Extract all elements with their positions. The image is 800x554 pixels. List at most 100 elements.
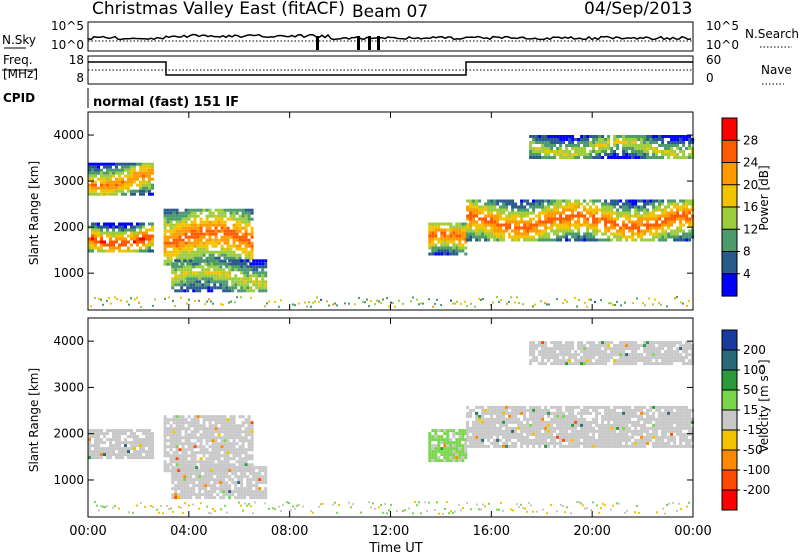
x-tick-label: 04:00	[170, 524, 207, 539]
colorbar-tick-label: -15	[743, 423, 763, 437]
date-label: 04/Sep/2013	[584, 0, 692, 19]
power-echo-region	[163, 208, 254, 266]
colorbar-tick-label: 20	[743, 178, 758, 192]
colorbar-swatch	[722, 370, 737, 391]
colorbar-swatch	[722, 229, 737, 253]
power-echo-region	[88, 222, 154, 253]
nsearch-tick-top: 10^5	[706, 19, 739, 33]
colorbar-tick-label: 24	[743, 156, 758, 170]
power-echo-region	[466, 199, 695, 242]
colorbar-swatch	[722, 273, 737, 297]
power-colorbar: 28 24 20 16 12 8 4	[721, 117, 758, 297]
freq-label: Freq.	[3, 53, 33, 67]
colorbar-tick-label: 16	[743, 200, 758, 214]
velocity-y-ticks: 4000 3000 2000 1000	[53, 334, 693, 487]
nsky-gap-marker	[316, 36, 319, 50]
nsearch-label: N.Search	[745, 27, 799, 41]
power-echo-region	[171, 259, 268, 293]
x-ticks: 00:00 04:00 08:00 12:00 16:00 20:00 00:00	[69, 112, 712, 539]
colorbar-tick-label: -100	[743, 463, 770, 477]
y-tick-label: 1000	[53, 473, 84, 487]
colorbar-swatch	[722, 430, 737, 451]
power-echo-region	[529, 135, 695, 159]
velocity-ylabel: Slant Range [km]	[27, 368, 41, 472]
power-echo-region	[88, 162, 154, 196]
colorbar-tick-label: -200	[743, 483, 770, 497]
nsky-line	[87, 33, 692, 41]
colorbar-tick-label: 15	[743, 403, 758, 417]
x-tick-label: 00:00	[674, 524, 711, 539]
colorbar-swatch	[722, 490, 737, 511]
colorbar-swatch	[722, 350, 737, 371]
freq-unit-label: [MHz]	[3, 67, 38, 81]
power-echo-region	[428, 222, 468, 256]
x-axis-label: Time UT	[368, 541, 422, 554]
velocity-near-range-clutter	[94, 501, 690, 515]
velocity-colorbar: 200 100 50 15 -15 -50 -100 -200	[721, 329, 770, 511]
x-tick-label: 08:00	[271, 524, 308, 539]
freq-line	[88, 61, 693, 76]
velocity-colorbar-label: Velocity [m s⁻¹]	[757, 359, 771, 452]
colorbar-swatch	[722, 184, 737, 208]
freq-tick-top: 18	[69, 53, 84, 67]
colorbar-frame	[721, 329, 738, 511]
colorbar-tick-label: 100	[743, 363, 766, 377]
velocity-echo-region	[171, 466, 268, 500]
x-tick-label: 16:00	[473, 524, 510, 539]
nsky-strip-frame	[87, 21, 694, 52]
velocity-echo-region	[529, 341, 695, 366]
velocity-heatmap	[88, 341, 695, 515]
colorbar-tick-label: 28	[743, 133, 758, 147]
colorbar-swatch	[722, 118, 737, 141]
nsky-gap-marker	[357, 36, 360, 50]
colorbar-swatch	[722, 390, 737, 411]
freq-trace	[88, 61, 693, 76]
nave-label: Nave	[761, 63, 792, 77]
y-tick-label: 4000	[53, 334, 84, 348]
power-near-range-clutter	[90, 296, 690, 308]
colorbar-swatch	[722, 470, 737, 491]
velocity-echo-region	[466, 405, 695, 448]
colorbar-tick-label: 200	[743, 343, 766, 357]
nsearch-tick-bottom: 10^0	[706, 38, 739, 52]
y-tick-label: 4000	[53, 128, 84, 142]
x-tick-label: 12:00	[372, 524, 409, 539]
nsky-trace	[87, 33, 693, 50]
velocity-echo-region	[88, 429, 154, 460]
colorbar-tick-label: 50	[743, 383, 758, 397]
y-tick-label: 3000	[53, 380, 84, 394]
nsky-label: N.Sky	[2, 33, 36, 47]
colorbar-swatch	[722, 450, 737, 471]
colorbar-swatch	[722, 410, 737, 431]
colorbar-swatch	[722, 207, 737, 230]
x-tick-label: 20:00	[573, 524, 610, 539]
colorbar-tick-label: 8	[743, 245, 751, 259]
power-y-ticks: 4000 3000 2000 1000	[53, 128, 693, 280]
colorbar-swatch	[722, 251, 737, 275]
x-tick-label: 00:00	[69, 524, 106, 539]
beam-label: Beam 07	[352, 2, 428, 22]
velocity-echo-region	[428, 429, 468, 463]
cpid-value: normal (fast) 151 IF	[93, 95, 239, 110]
y-tick-label: 2000	[53, 427, 84, 441]
power-ylabel: Slant Range [km]	[27, 161, 41, 265]
y-tick-label: 2000	[53, 220, 84, 234]
power-heatmap	[88, 135, 695, 308]
nsky-gap-marker	[377, 36, 380, 50]
nsky-gap-marker	[368, 36, 371, 50]
plot-title: Christmas Valley East (fitACF)	[92, 0, 345, 19]
nave-tick-bottom: 0	[706, 71, 714, 85]
nsky-tick-top: 10^5	[51, 19, 84, 33]
colorbar-tick-label: 4	[743, 267, 751, 281]
colorbar-tick-label: 12	[743, 222, 758, 236]
colorbar-tick-label: -50	[743, 443, 763, 457]
y-tick-label: 3000	[53, 174, 84, 188]
velocity-echo-region	[163, 415, 254, 473]
colorbar-swatch	[722, 330, 737, 351]
y-tick-label: 1000	[53, 266, 84, 280]
cpid-label: CPID	[3, 91, 35, 105]
nsky-tick-bottom: 10^0	[51, 38, 84, 52]
colorbar-swatch	[722, 140, 737, 164]
